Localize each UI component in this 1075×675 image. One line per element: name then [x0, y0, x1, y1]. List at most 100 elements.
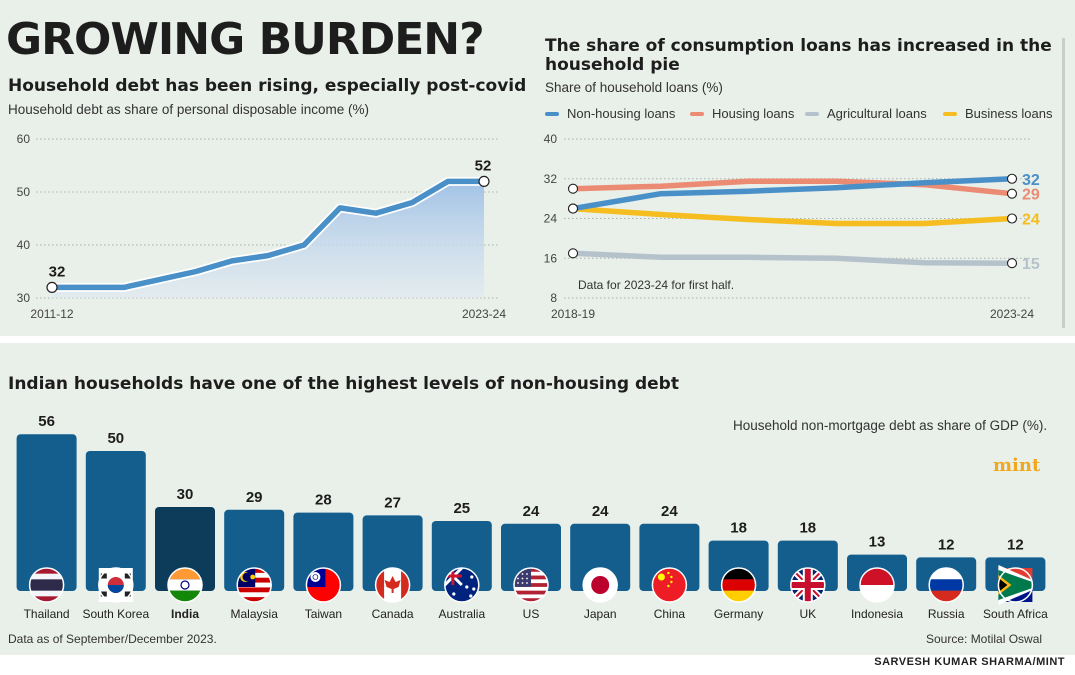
bar: [16, 434, 77, 591]
bar-value-label: 24: [592, 503, 609, 520]
flag-star: [670, 575, 673, 579]
flag-stripe: [721, 568, 756, 580]
flag-star: [470, 575, 474, 579]
debt-data-label: 32: [49, 263, 66, 280]
flag-stripe: [451, 568, 455, 585]
flag-star: [526, 573, 528, 575]
bar-group: 27 Canada: [362, 494, 423, 621]
flag-ring: [997, 567, 1034, 603]
flag-emblem: [107, 585, 124, 593]
flag-stripe: [514, 586, 548, 592]
flag-stripe: [237, 587, 272, 593]
footnote: Data as of September/December 2023.: [8, 632, 217, 646]
flag-ring: [305, 567, 342, 603]
right-x-tick-label: 2018-19: [551, 307, 595, 321]
mint-logo: mint: [993, 455, 1041, 476]
flag-fill: [168, 568, 202, 602]
flag-star: [667, 571, 670, 575]
legend-label-agricultural: Agricultural loans: [827, 106, 927, 121]
bar-group: 50 South Korea: [82, 430, 149, 621]
household-debt-chart: 30 40 50 60 32 52 2011-12 2023-24: [17, 132, 507, 321]
non-housing-loans-line: [570, 176, 1015, 212]
bar: [501, 523, 561, 591]
flag-stripe: [514, 594, 548, 599]
right-chart-title-line2: household pie: [545, 55, 680, 75]
flag-stripe: [401, 568, 410, 602]
right-y-tick-label: 24: [544, 212, 558, 226]
flag-stripe: [514, 590, 548, 595]
right-y-tick-label: 32: [544, 172, 558, 186]
flag-star: [452, 592, 456, 596]
bar: [85, 451, 146, 591]
bar-category-label: Canada: [372, 607, 414, 621]
bar: [431, 521, 492, 591]
bottom-panel: [0, 343, 1075, 655]
flag-ring: [444, 567, 480, 603]
left-y-tick-label: 50: [17, 185, 31, 199]
flag-emblem: [250, 574, 256, 580]
housing-end-label: 29: [1022, 187, 1040, 204]
flag-stripe: [29, 579, 64, 591]
flag-trigram: [124, 573, 131, 579]
flag-ring: [236, 567, 272, 603]
flag-star: [521, 577, 524, 580]
flag-fill: [375, 568, 410, 602]
flag-stripe: [804, 568, 811, 602]
left-chart-subtitle: Household debt as share of personal disp…: [8, 102, 369, 117]
non-housing-end-marker: [1006, 173, 1018, 184]
bar: [570, 523, 631, 591]
flag-emblem: [384, 576, 401, 593]
flag-ring: [720, 567, 757, 603]
bar-category-label: US: [523, 607, 540, 621]
flag-stripe: [237, 597, 272, 602]
flag-trigram: [100, 573, 107, 579]
bar-category-label: Japan: [584, 607, 617, 621]
housing-loans-line: [570, 178, 1015, 197]
right-chart-title-line1: The share of consumption loans has incre…: [545, 36, 1052, 56]
bar-group: 18 UK: [777, 520, 838, 621]
flag-stripe: [721, 579, 756, 591]
right-chart-note: Data for 2023-24 for first half.: [578, 278, 734, 292]
bar-value-label: 24: [661, 503, 678, 520]
flag-ring: [513, 567, 549, 603]
flag-ring: [167, 567, 203, 603]
flag-stripe: [929, 590, 964, 602]
legend-item-housing: Housing loans: [690, 106, 794, 121]
bar-group: 24 US: [501, 503, 561, 621]
flag-stripe: [168, 568, 202, 580]
bar-value-label: 13: [869, 534, 886, 551]
bar-category-label: Indonesia: [851, 607, 903, 621]
legend-swatch-business: [943, 111, 957, 116]
flag-star: [657, 573, 665, 581]
legend-swatch-housing: [690, 111, 704, 116]
bar-value-label: 24: [523, 503, 540, 520]
bar-category-label: India: [171, 607, 199, 621]
non-housing-start-marker: [567, 203, 579, 214]
flag-star: [517, 582, 519, 584]
flag-star: [670, 580, 673, 584]
bar-value-label: 28: [315, 492, 332, 509]
left-y-tick-label: 60: [17, 132, 31, 146]
bar-group: 29 Malaysia: [224, 489, 285, 621]
left-y-tick-label: 40: [17, 238, 31, 252]
flag-ring: [859, 567, 895, 603]
bar-value-label: 30: [177, 486, 194, 503]
right-chart-title: The share of consumption loans has incre…: [545, 37, 1052, 75]
flag-stripe: [237, 592, 272, 598]
bar-group: 12 South Africa: [983, 536, 1048, 621]
right-chart-subtitle: Share of household loans (%): [545, 80, 723, 95]
flag-stripe: [929, 568, 964, 580]
flag-star: [472, 587, 476, 591]
flag-fill: [444, 568, 479, 602]
flag-fill: [583, 568, 618, 602]
flag-star: [521, 573, 524, 575]
flag-stripe: [375, 568, 385, 602]
legend-swatch-non-housing: [545, 111, 559, 116]
flag-stripe: [860, 568, 894, 585]
bar: [362, 515, 423, 591]
bar-category-label: Australia: [438, 607, 485, 621]
bar-category-label: China: [654, 607, 686, 621]
flag-star: [526, 582, 528, 584]
left-chart-title: Household debt has been rising, especial…: [8, 76, 527, 96]
right-x-tick-label: 2023-24: [990, 307, 1034, 321]
